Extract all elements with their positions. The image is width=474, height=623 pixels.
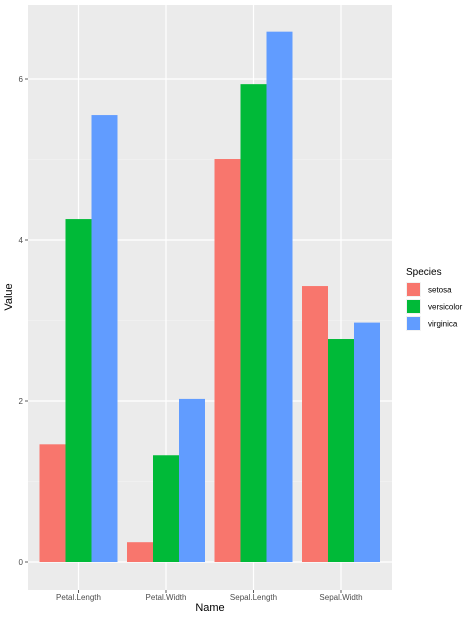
bar-virginica-petal-length bbox=[91, 115, 118, 563]
bar-versicolor-petal-length bbox=[65, 219, 92, 562]
x-tick-label: Petal.Length bbox=[56, 593, 101, 602]
bar-setosa-petal-length bbox=[39, 444, 66, 562]
bar-setosa-sepal-length bbox=[214, 159, 241, 562]
y-axis-title: Value bbox=[3, 283, 15, 310]
bar-virginica-sepal-width bbox=[354, 322, 380, 562]
legend: Species setosa versicolor virginica bbox=[406, 267, 463, 331]
y-tick-label: 2 bbox=[19, 397, 24, 406]
bars bbox=[39, 31, 380, 563]
legend-key-versicolor bbox=[407, 300, 420, 313]
x-axis-title: Name bbox=[195, 602, 224, 614]
bar-virginica-sepal-length bbox=[266, 31, 293, 562]
bar-versicolor-sepal-width bbox=[328, 339, 354, 562]
x-tick-label: Sepal.Length bbox=[230, 593, 277, 602]
bar-versicolor-sepal-length bbox=[240, 84, 267, 562]
y-tick-label: 0 bbox=[19, 558, 24, 567]
legend-key-virginica bbox=[407, 317, 420, 330]
legend-label-setosa: setosa bbox=[428, 286, 452, 295]
x-axis-ticks: Petal.Length Petal.Width Sepal.Length Sepal… bbox=[56, 590, 363, 602]
legend-label-virginica: virginica bbox=[428, 320, 458, 329]
bar-setosa-sepal-width bbox=[302, 286, 328, 562]
bar-versicolor-petal-width bbox=[153, 455, 179, 562]
bar-virginica-petal-width bbox=[179, 398, 205, 562]
legend-title: Species bbox=[406, 267, 442, 278]
legend-key-setosa bbox=[407, 283, 420, 296]
y-axis-ticks: 0 2 4 6 bbox=[19, 75, 28, 567]
y-tick-label: 4 bbox=[19, 236, 24, 245]
x-tick-label: Petal.Width bbox=[146, 593, 187, 602]
legend-label-versicolor: versicolor bbox=[428, 303, 463, 312]
y-tick-label: 6 bbox=[19, 75, 24, 84]
bar-setosa-petal-width bbox=[127, 542, 153, 562]
x-tick-label: Sepal.Width bbox=[319, 593, 362, 602]
